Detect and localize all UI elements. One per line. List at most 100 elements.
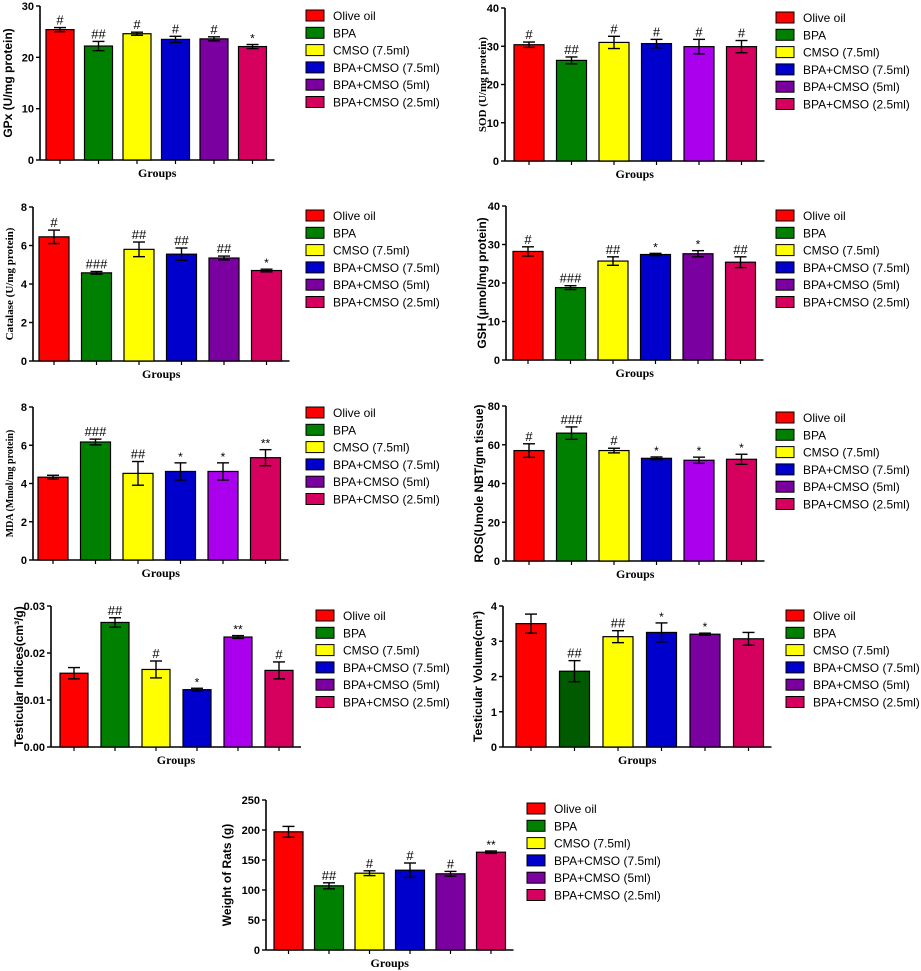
bar-2 [555,432,588,562]
y-tick-label: 250 [242,795,260,807]
bar-2 [100,621,130,748]
significance-label: # [152,646,160,661]
bar-3 [598,449,630,562]
y-tick-label: 10 [488,317,500,329]
bar-2 [554,287,587,361]
legend-swatch [305,26,325,39]
significance-label: # [56,13,64,28]
legend-swatch [526,871,546,884]
y-axis-label: GSH (μmol/mg protein) [475,217,489,348]
y-axis-label: GPx (U/mg protein) [1,28,15,137]
legend-entry: BPA [803,28,826,42]
bar-3 [123,248,155,362]
significance-label: # [524,232,532,247]
legend-swatch [775,446,795,459]
bar-5 [683,46,715,162]
significance-label: * [739,441,744,455]
legend-entry: CMSO (7.5ml) [333,244,410,258]
legend-swatch [305,44,325,57]
y-tick-label: 0 [21,356,27,368]
legend-swatch [315,609,335,622]
legend-swatch [775,480,795,493]
y-tick-label: 200 [242,825,260,837]
chart-panel-7: 0.000.010.020.03 ###***#GroupsTesticular … [12,601,450,767]
legend-entry: BPA+CMSO (2.5ml) [333,493,440,507]
bar-1 [38,236,70,362]
legend-swatch [305,261,325,274]
bar-6 [725,46,758,162]
bar-4 [640,457,673,562]
legend-entry: BPA+CMSO (5ml) [803,278,900,292]
legend-swatch [305,9,325,22]
legend-entry: BPA+CMSO (7.5ml) [803,261,910,275]
significance-label: * [250,32,255,46]
y-tick-label: 0 [494,556,500,568]
y-tick-label: 30 [488,240,500,252]
bar-3 [122,472,154,561]
legend-entry: BPA+CMSO (5ml) [333,278,430,292]
legend-swatch [305,441,325,454]
bar-2 [83,45,114,161]
bar-4 [164,470,197,561]
legend-swatch [775,11,795,24]
legend-entry: BPA [803,428,826,442]
legend-entry: BPA+CMSO (7.5ml) [333,61,440,75]
bar-3 [598,41,630,162]
legend-swatch [305,278,325,291]
significance-label: * [697,444,702,458]
significance-label: ## [217,241,232,256]
legend-swatch [305,96,325,108]
bar-6 [724,261,757,361]
bar-1 [512,250,544,361]
bar-1 [273,831,304,951]
legend-entry: Olive oil [803,411,846,425]
significance-label: # [172,21,180,36]
bar-3 [602,636,634,748]
y-tick-label: 1 [491,707,497,719]
y-axis-label: Testicular Volume(cm³) [471,611,485,742]
legend-swatch [775,226,795,239]
significance-label: # [653,24,661,39]
y-tick-label: 4 [491,601,498,613]
x-axis-label: Groups [138,166,177,180]
x-axis-label: Groups [616,567,655,581]
significance-label: * [653,240,658,254]
legend-swatch [775,261,795,274]
legend-entry: CMSO (7.5ml) [803,446,880,460]
bar-5 [223,636,253,748]
legend-swatch [785,696,805,708]
legend-swatch [305,458,325,471]
bar-5 [689,633,721,748]
bar-6 [249,457,282,561]
legend-entry: BPA+CMSO (7.5ml) [813,661,920,675]
bar-6 [725,458,758,562]
y-axis-label: ROS(Umole NBT/gm tissue) [472,404,486,562]
chart-panel-8: 0 1 2 3 4 ## ## * * Groups Testicular Volume(cm³) O… [471,601,920,767]
legend-entry: Olive oil [554,802,597,816]
significance-label: ## [108,603,123,618]
legend-entry: BPA [333,423,356,437]
significance-label: ### [561,412,583,427]
y-tick-label: 8 [21,402,27,414]
legend-entry: CMSO (7.5ml) [554,837,631,851]
legend-entry: BPA+CMSO (7.5ml) [343,661,450,675]
legend-swatch [775,498,795,510]
significance-label: # [610,433,618,448]
legend-swatch [305,493,325,505]
significance-label: ## [611,616,626,631]
significance-label: ## [131,447,146,462]
significance-label: # [738,26,746,41]
bar-4 [394,869,426,951]
significance-label: ** [486,838,496,852]
significance-label: ### [560,271,582,286]
bar-5 [208,257,240,362]
y-tick-label: 30 [487,41,499,53]
y-axis-label: Weight of Rats (g) [220,824,234,926]
y-tick-label: 0 [494,355,500,367]
legend-swatch [305,209,325,222]
legend-entry: BPA+CMSO (5ml) [803,80,900,94]
legend-entry: Olive oil [803,209,846,223]
